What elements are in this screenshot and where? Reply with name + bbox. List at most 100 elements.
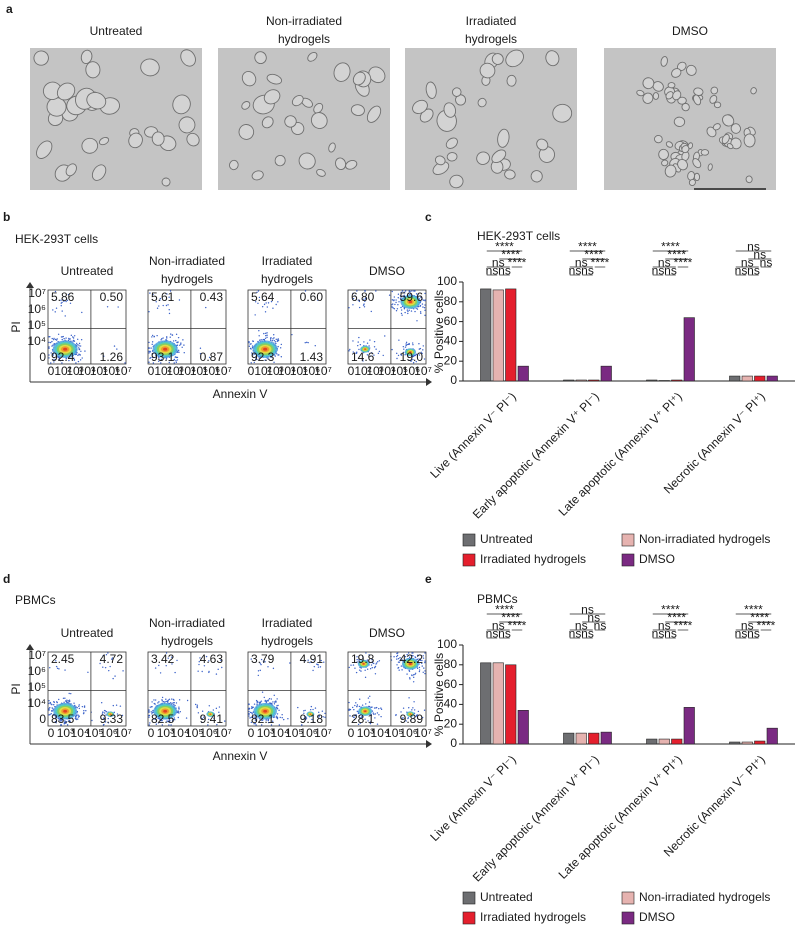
event-dot: [48, 336, 50, 338]
event-dot: [275, 342, 277, 345]
event-dot: [375, 662, 378, 664]
significance-label: ns: [747, 627, 760, 641]
event-dot: [257, 290, 260, 292]
event-dot: [159, 297, 162, 300]
event-dot: [267, 666, 269, 668]
event-dot: [173, 362, 175, 364]
event-dot: [355, 702, 357, 704]
cell: [536, 138, 549, 151]
x-tick-label: 0: [148, 364, 155, 378]
event-dot: [51, 340, 53, 343]
quadrant-value: 0.43: [200, 290, 224, 304]
bar: [492, 662, 504, 745]
cell: [368, 66, 386, 84]
event-dot: [149, 706, 151, 708]
event-dot: [262, 660, 265, 662]
event-dot: [312, 721, 315, 723]
event-dot: [267, 358, 269, 360]
event-dot: [148, 347, 150, 349]
event-dot: [418, 669, 421, 671]
event-dot: [75, 362, 77, 364]
event-dot: [423, 306, 426, 309]
x-tick-label: 0: [348, 364, 355, 378]
significance-label: ns: [652, 264, 665, 278]
event-dot: [167, 304, 169, 306]
event-dot: [412, 358, 414, 361]
event-dot: [196, 706, 198, 709]
cell: [681, 145, 690, 154]
cell: [693, 172, 701, 182]
cell: [671, 68, 682, 78]
event-dot: [66, 299, 69, 302]
event-dot: [148, 350, 150, 352]
event-dot: [323, 661, 325, 663]
event-dot: [151, 334, 154, 337]
event-dot: [168, 296, 170, 298]
quadrant-value: 9.18: [300, 712, 324, 726]
event-dot: [78, 715, 80, 717]
x-tick-label: 10⁷: [314, 726, 332, 740]
cell: [449, 174, 464, 189]
event-dot: [54, 716, 57, 718]
cell: [710, 86, 719, 95]
event-dot: [52, 338, 55, 341]
legend-swatch: [621, 911, 635, 925]
event-dot: [396, 658, 398, 660]
event-dot: [287, 718, 289, 720]
event-dot: [406, 673, 408, 675]
y-tick-label: 100: [437, 274, 457, 288]
event-dot: [418, 666, 421, 669]
significance-label: ns: [664, 627, 677, 641]
panel-title: PBMCs: [15, 593, 56, 607]
event-dot: [309, 709, 312, 711]
event-dot: [205, 655, 208, 658]
event-dot: [423, 709, 426, 711]
event-dot: [256, 291, 258, 294]
event-dot: [271, 720, 274, 722]
event-dot: [49, 666, 51, 669]
event-dot: [100, 702, 103, 704]
event-dot: [270, 698, 273, 700]
y-tick-label: 10⁷: [28, 648, 46, 662]
event-dot: [273, 334, 275, 336]
event-dot: [167, 720, 170, 722]
event-dot: [256, 718, 258, 720]
bar: [741, 741, 753, 745]
x-axis-label: Annexin V: [213, 387, 268, 401]
density: [263, 709, 268, 713]
event-dot: [256, 358, 258, 361]
event-dot: [56, 667, 59, 670]
x-tick-label: 10²: [54, 364, 71, 378]
event-dot: [396, 664, 398, 666]
event-dot: [178, 351, 180, 353]
event-dot: [309, 661, 311, 664]
event-dot: [357, 344, 359, 347]
x-tick-label: 10⁶: [202, 364, 220, 378]
cell: [672, 90, 682, 101]
event-dot: [258, 329, 260, 332]
event-dot: [272, 338, 274, 340]
y-tick-label: 60: [444, 314, 458, 328]
event-dot: [277, 345, 279, 348]
event-dot: [324, 716, 326, 718]
event-dot: [250, 658, 252, 660]
event-dot: [104, 666, 107, 669]
event-dot: [275, 303, 277, 306]
event-dot: [68, 692, 70, 695]
event-dot: [424, 672, 426, 675]
event-dot: [369, 355, 372, 357]
event-dot: [77, 714, 79, 716]
event-dot: [156, 307, 159, 309]
event-dot: [171, 720, 174, 722]
x-tick-label: 10⁴: [171, 726, 190, 740]
event-dot: [61, 310, 63, 312]
event-dot: [69, 357, 71, 359]
event-dot: [274, 341, 277, 343]
event-dot: [51, 345, 53, 347]
event-dot: [166, 701, 169, 703]
event-dot: [305, 717, 308, 719]
quadrant-value: 59.6: [400, 290, 424, 304]
event-dot: [197, 712, 200, 714]
event-dot: [254, 314, 256, 316]
event-dot: [70, 692, 72, 695]
